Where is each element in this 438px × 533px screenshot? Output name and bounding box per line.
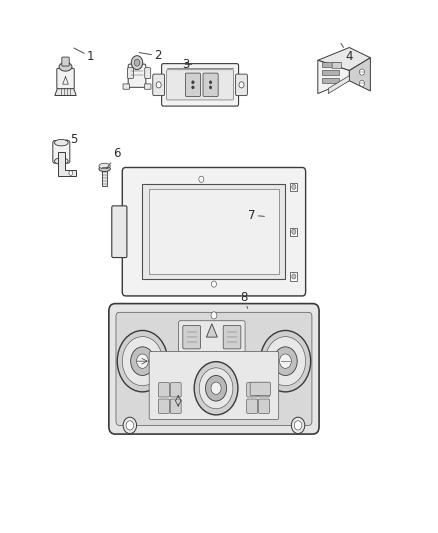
Polygon shape <box>318 60 350 94</box>
Bar <box>149 190 279 274</box>
Circle shape <box>360 80 364 86</box>
Circle shape <box>134 59 140 66</box>
FancyBboxPatch shape <box>236 74 247 95</box>
FancyBboxPatch shape <box>159 399 170 414</box>
FancyBboxPatch shape <box>247 383 258 397</box>
FancyBboxPatch shape <box>258 399 269 414</box>
Ellipse shape <box>54 158 68 164</box>
Circle shape <box>199 176 204 182</box>
Polygon shape <box>318 47 371 70</box>
Polygon shape <box>57 152 77 176</box>
Circle shape <box>117 330 168 392</box>
FancyBboxPatch shape <box>170 383 181 397</box>
FancyBboxPatch shape <box>250 382 270 395</box>
Circle shape <box>156 82 161 88</box>
FancyBboxPatch shape <box>223 325 241 349</box>
Ellipse shape <box>99 166 110 172</box>
Text: 1: 1 <box>74 48 95 63</box>
Circle shape <box>209 81 212 84</box>
FancyBboxPatch shape <box>159 383 170 397</box>
Circle shape <box>126 421 134 430</box>
Circle shape <box>212 281 216 287</box>
Circle shape <box>192 86 194 89</box>
Circle shape <box>292 229 296 235</box>
Circle shape <box>279 354 291 368</box>
Ellipse shape <box>54 140 68 146</box>
Circle shape <box>192 81 194 84</box>
Bar <box>290 272 297 280</box>
Text: 6: 6 <box>107 148 121 168</box>
FancyBboxPatch shape <box>203 73 218 96</box>
FancyBboxPatch shape <box>183 325 201 349</box>
Text: 5: 5 <box>66 133 78 146</box>
FancyBboxPatch shape <box>149 351 279 419</box>
FancyBboxPatch shape <box>112 206 127 257</box>
Polygon shape <box>206 324 217 337</box>
Circle shape <box>131 347 154 375</box>
FancyBboxPatch shape <box>128 64 146 87</box>
Text: 8: 8 <box>240 290 248 309</box>
Text: 3: 3 <box>182 58 192 71</box>
FancyBboxPatch shape <box>170 399 181 414</box>
Circle shape <box>265 337 306 386</box>
FancyBboxPatch shape <box>122 167 306 296</box>
Circle shape <box>131 55 143 70</box>
Bar <box>290 183 297 191</box>
FancyBboxPatch shape <box>127 68 134 78</box>
Circle shape <box>209 86 212 89</box>
Bar <box>290 228 297 236</box>
Text: 7: 7 <box>248 209 265 222</box>
FancyBboxPatch shape <box>153 74 165 95</box>
FancyBboxPatch shape <box>109 304 319 434</box>
FancyBboxPatch shape <box>62 57 69 66</box>
Circle shape <box>211 382 221 394</box>
FancyBboxPatch shape <box>53 141 70 163</box>
Circle shape <box>199 368 233 409</box>
FancyBboxPatch shape <box>116 312 312 425</box>
Polygon shape <box>328 76 350 94</box>
FancyBboxPatch shape <box>166 70 233 100</box>
Circle shape <box>291 417 305 433</box>
Bar <box>322 62 339 67</box>
FancyBboxPatch shape <box>247 399 258 414</box>
Circle shape <box>360 69 364 75</box>
Circle shape <box>239 82 244 88</box>
FancyBboxPatch shape <box>145 84 151 89</box>
Circle shape <box>292 274 296 279</box>
Circle shape <box>69 171 73 175</box>
Polygon shape <box>55 87 76 95</box>
Circle shape <box>194 362 238 415</box>
Circle shape <box>123 417 137 433</box>
FancyBboxPatch shape <box>162 63 239 106</box>
Circle shape <box>211 312 217 319</box>
Circle shape <box>294 421 302 430</box>
Text: 4: 4 <box>341 43 353 63</box>
FancyBboxPatch shape <box>179 321 245 353</box>
FancyBboxPatch shape <box>124 170 306 296</box>
Ellipse shape <box>59 62 72 71</box>
FancyBboxPatch shape <box>185 73 201 96</box>
Circle shape <box>122 337 162 386</box>
Circle shape <box>260 330 311 392</box>
Circle shape <box>205 375 226 401</box>
FancyBboxPatch shape <box>123 84 130 89</box>
Bar <box>322 70 339 75</box>
Bar <box>322 78 339 83</box>
FancyBboxPatch shape <box>57 68 74 88</box>
Ellipse shape <box>99 163 110 169</box>
Circle shape <box>274 347 297 375</box>
Bar <box>142 184 286 279</box>
Circle shape <box>137 354 148 368</box>
FancyBboxPatch shape <box>258 383 269 397</box>
Polygon shape <box>350 58 371 91</box>
FancyBboxPatch shape <box>332 62 341 68</box>
Text: 2: 2 <box>139 49 162 62</box>
FancyBboxPatch shape <box>145 68 151 78</box>
Bar <box>102 169 107 186</box>
Circle shape <box>292 184 296 190</box>
